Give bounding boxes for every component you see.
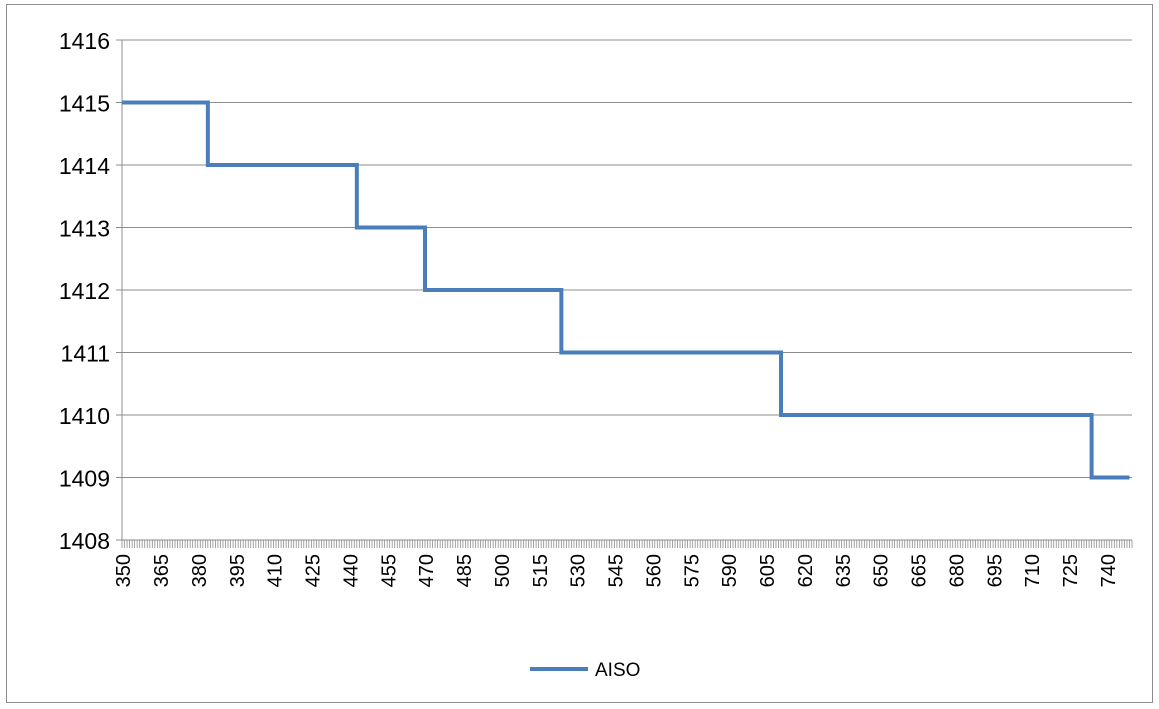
series-layer bbox=[122, 100, 1130, 480]
x-tick-label: 605 bbox=[757, 554, 779, 587]
x-tick-label: 425 bbox=[303, 554, 325, 587]
x-tick-label: 485 bbox=[454, 554, 476, 587]
x-tick-label: 380 bbox=[189, 554, 211, 587]
y-tick-label: 1415 bbox=[59, 91, 110, 117]
x-tick-label: 545 bbox=[606, 554, 628, 587]
x-tick-label: 620 bbox=[795, 554, 817, 587]
y-tick-label: 1413 bbox=[59, 216, 110, 242]
y-tick-label: 1409 bbox=[59, 466, 110, 492]
x-tick-label: 365 bbox=[151, 554, 173, 587]
y-tick-label: 1408 bbox=[59, 528, 110, 554]
y-tick-label: 1410 bbox=[59, 403, 110, 429]
x-tick-label: 710 bbox=[1022, 554, 1044, 587]
y-tick-label: 1414 bbox=[59, 153, 110, 179]
x-tick-label: 680 bbox=[946, 554, 968, 587]
x-tick-label: 500 bbox=[492, 554, 514, 587]
x-tick-label: 410 bbox=[265, 554, 287, 587]
x-tick-label: 515 bbox=[530, 554, 552, 587]
x-tick-label: 350 bbox=[113, 554, 135, 587]
x-tick-label: 530 bbox=[568, 554, 590, 587]
y-tick-label: 1416 bbox=[59, 28, 110, 54]
x-tick-label: 470 bbox=[416, 554, 438, 587]
y-tick-label: 1412 bbox=[59, 278, 110, 304]
x-tick-label: 725 bbox=[1060, 554, 1082, 587]
x-tick-label: 740 bbox=[1098, 554, 1120, 587]
legend: AISO bbox=[530, 660, 640, 681]
y-tick-label: 1411 bbox=[61, 341, 110, 367]
x-tick-label: 560 bbox=[643, 554, 665, 587]
x-tick-label: 665 bbox=[909, 554, 931, 587]
x-tick-label: 395 bbox=[227, 554, 249, 587]
x-tick-label: 455 bbox=[378, 554, 400, 587]
x-tick-label: 650 bbox=[871, 554, 893, 587]
x-tick-label: 590 bbox=[719, 554, 741, 587]
x-axis: 350 365 380 395 410 425 440 455 470 485 500 515 530 5… bbox=[113, 539, 1133, 587]
gridlines bbox=[122, 39, 1132, 478]
legend-label-aiso: AISO bbox=[595, 660, 640, 681]
x-tick-label: 575 bbox=[681, 554, 703, 587]
x-tick-label: 695 bbox=[984, 554, 1006, 587]
y-axis: 1408 1409 1410 1411 1412 1413 1414 1415 1416 bbox=[59, 28, 123, 554]
x-minor-ticks bbox=[121, 540, 1133, 548]
x-tick-label: 635 bbox=[833, 554, 855, 587]
series-line-aiso bbox=[122, 100, 1130, 480]
x-tick-label: 440 bbox=[340, 554, 362, 587]
